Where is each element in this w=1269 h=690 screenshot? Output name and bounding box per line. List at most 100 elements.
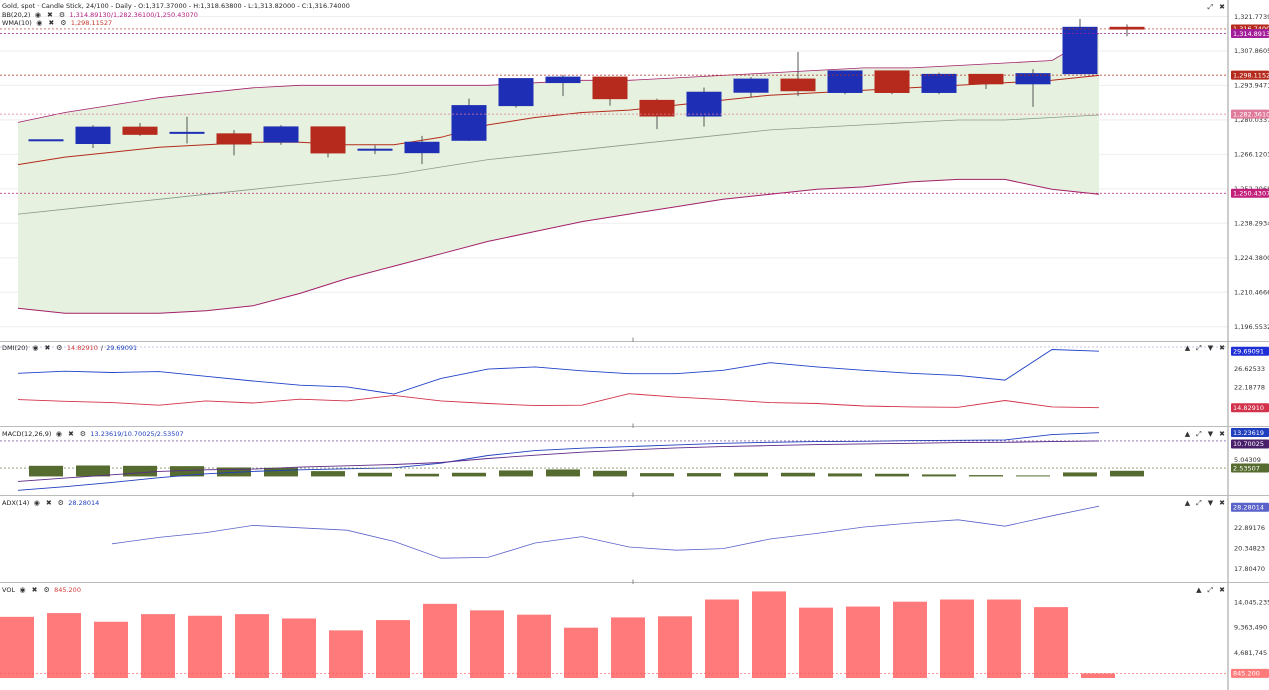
price-pane[interactable]: 1,321.77394 1,307.86053 1,293.94712 1,280.0… (0, 0, 1269, 342)
adx-tag: 28.28014 (1233, 504, 1264, 512)
dmi-minus-tag-bg (1231, 403, 1269, 413)
price-tick-label: 1,280.03371 (1234, 116, 1269, 124)
adx-tick-label: 20.34823 (1234, 545, 1265, 553)
close-icon[interactable]: ✖ (47, 11, 53, 19)
macd-histogram-bar (499, 470, 533, 477)
wma-label: WMA(10) (2, 19, 32, 27)
macd-chart[interactable]: 5.04309 13.23619 10.70025 2.53507 (0, 427, 1269, 495)
vol-chart[interactable]: 14,045,235 9,363,490 4,681,745 845.200 (0, 583, 1269, 690)
wma-header: WMA(10) ◉ ✖ ⚙ 1,298.11527 (2, 19, 112, 27)
vol-value: 845.200 (54, 586, 81, 594)
macd-label: MACD(12,26,9) (2, 430, 52, 438)
candle-body (874, 70, 910, 93)
volume-bar (94, 621, 128, 678)
macd-histogram-bar (875, 473, 909, 477)
vol-tag: 845.200 (1233, 670, 1260, 678)
arrow-up-icon[interactable]: ▲ (1184, 499, 1191, 507)
close-icon[interactable]: ✖ (31, 586, 38, 594)
candle-body (451, 105, 487, 141)
arrow-up-icon[interactable]: ▲ (1196, 586, 1202, 594)
arrow-down-icon[interactable]: ▼ (1207, 430, 1214, 438)
candle-body (733, 78, 769, 93)
candle-body (75, 126, 111, 145)
close-icon[interactable]: ✖ (1219, 586, 1225, 594)
pane-resize-handle[interactable]: ‖ (632, 493, 635, 499)
expand-icon[interactable]: ⤢ (1196, 430, 1202, 438)
close-icon[interactable]: ✖ (45, 499, 52, 507)
candle-body (921, 73, 957, 93)
macd-histogram-bar (76, 465, 110, 477)
vol-pane[interactable]: 14,045,235 9,363,490 4,681,745 845.200 ‖ VO… (0, 580, 1269, 690)
eye-icon[interactable]: ◉ (33, 499, 40, 507)
macd-histogram-bar (969, 475, 1003, 477)
eye-icon[interactable]: ◉ (55, 430, 62, 438)
volume-bar (564, 627, 598, 678)
close-icon[interactable]: ✖ (48, 19, 55, 27)
volume-bar (47, 613, 81, 678)
dmi-label: DMI(20) (2, 344, 28, 352)
macd-histogram-bar (734, 472, 768, 477)
arrow-down-icon[interactable]: ▼ (1207, 499, 1214, 507)
macd-histogram-bar (452, 472, 486, 477)
candle-body (169, 131, 205, 134)
eye-icon[interactable]: ◉ (36, 19, 43, 27)
bollinger-middle-line (17, 114, 1100, 215)
dmi-pane[interactable]: 31.0628926.6253322.1877817.7502229.69091… (0, 338, 1269, 427)
macd-signal-tag-bg (1231, 439, 1269, 449)
dmi-pane-controls: ▲ ⤢ ▼ ✖ (1185, 344, 1225, 353)
gear-icon[interactable]: ⚙ (79, 430, 87, 438)
pane-resize-handle[interactable]: ‖ (632, 338, 635, 344)
gear-icon[interactable]: ⚙ (58, 11, 66, 19)
expand-icon[interactable]: ⤢ (1196, 344, 1202, 352)
price-tick-label: 1,307.86053 (1234, 47, 1269, 55)
gear-icon[interactable]: ⚙ (43, 586, 50, 594)
gear-icon[interactable]: ⚙ (60, 19, 67, 27)
bb-mid-tag: 1,282.36100 (1233, 110, 1269, 118)
pane-resize-handle[interactable]: ‖ (632, 424, 635, 430)
candle-body (1015, 73, 1051, 85)
bb-mid-tag-bg (1231, 109, 1269, 119)
expand-icon[interactable]: ⤢ (1207, 3, 1214, 11)
candle-body (686, 91, 722, 117)
gear-icon[interactable]: ⚙ (56, 344, 63, 352)
macd-histogram-bar (593, 470, 627, 477)
price-chart[interactable]: 1,321.77394 1,307.86053 1,293.94712 1,280.0… (0, 0, 1269, 341)
dmi-tick-label: 22.18778 (1234, 384, 1265, 392)
vol-tick-label: 14,045,235 (1234, 598, 1269, 606)
expand-icon[interactable]: ⤢ (1196, 499, 1202, 507)
macd-pane[interactable]: 5.04309 13.23619 10.70025 2.53507 ‖ MACD(12… (0, 424, 1269, 496)
close-icon[interactable]: ✖ (44, 344, 51, 352)
adx-pane[interactable]: 25.4352922.8917620.3482317.8047028.28014… (0, 493, 1269, 583)
candle-body (404, 141, 440, 154)
macd-histogram-bar (170, 466, 204, 477)
macd-tag-bg (1231, 428, 1269, 438)
close-icon[interactable]: ✖ (67, 430, 74, 438)
eye-icon[interactable]: ◉ (32, 344, 39, 352)
bb-lower-tag: 1,250.43070 (1233, 190, 1269, 198)
adx-line (111, 505, 1100, 559)
arrow-up-icon[interactable]: ▲ (1184, 344, 1191, 352)
candle-body (780, 78, 816, 92)
macd-signal-line (17, 440, 1100, 482)
volume-bar (940, 599, 974, 678)
gear-icon[interactable]: ⚙ (57, 499, 64, 507)
volume-bar (329, 630, 363, 678)
macd-hist-tag: 2.53507 (1233, 464, 1260, 472)
dmi-chart[interactable]: 31.0628926.6253322.1877817.7502229.69091… (0, 341, 1269, 426)
eye-icon[interactable]: ◉ (34, 11, 42, 19)
expand-icon[interactable]: ⤢ (1207, 586, 1214, 594)
close-icon[interactable]: ✖ (1219, 344, 1225, 352)
pane-resize-handle[interactable]: ‖ (632, 580, 635, 586)
volume-bar (705, 599, 739, 678)
arrow-down-icon[interactable]: ▼ (1207, 344, 1214, 352)
close-icon[interactable]: ✖ (1219, 3, 1225, 11)
price-tick-label: 1,321.77394 (1234, 13, 1269, 21)
arrow-up-icon[interactable]: ▲ (1184, 430, 1191, 438)
macd-tag: 13.23619 (1233, 429, 1264, 437)
candle-body (639, 99, 675, 117)
close-icon[interactable]: ✖ (1219, 499, 1225, 507)
close-icon[interactable]: ✖ (1219, 430, 1225, 438)
bb-lower-tag-bg (1231, 188, 1269, 198)
eye-icon[interactable]: ◉ (19, 586, 26, 594)
